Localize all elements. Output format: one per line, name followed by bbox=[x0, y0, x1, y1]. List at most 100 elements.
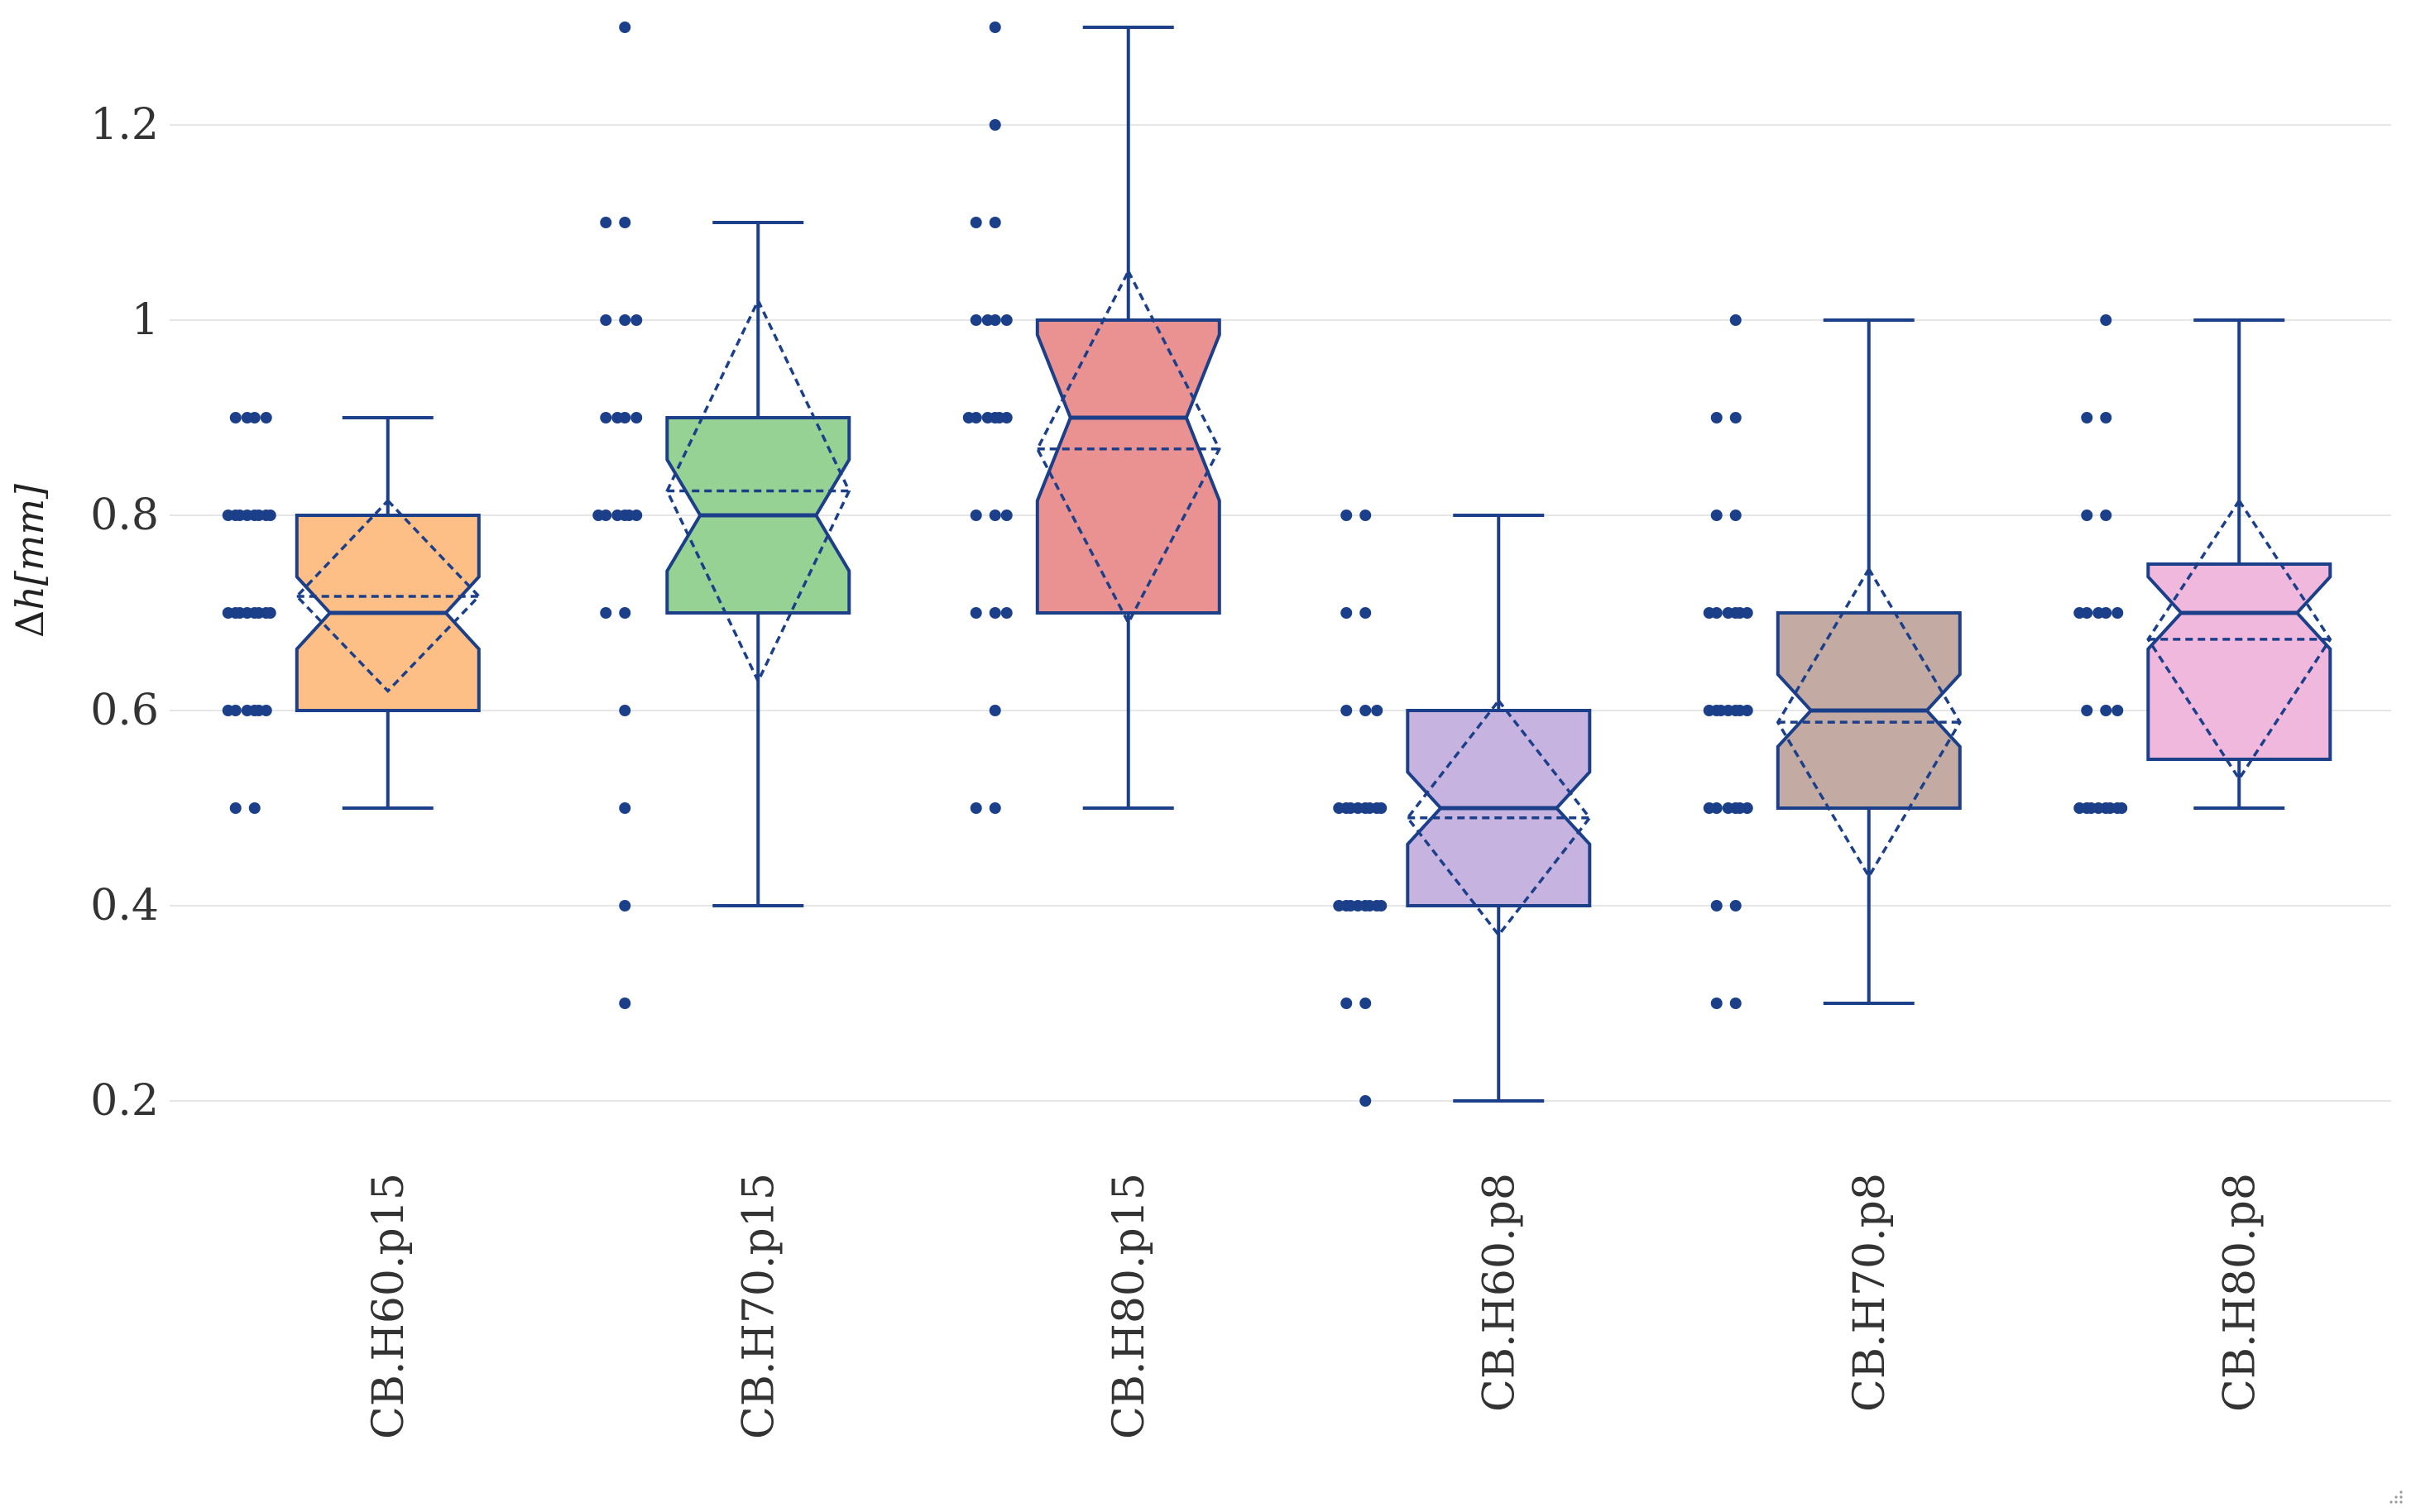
box-body bbox=[1035, 318, 1221, 615]
data-point bbox=[1345, 802, 1357, 814]
data-point bbox=[981, 314, 994, 326]
x-tick-label: CB.H60.p8 bbox=[1474, 1173, 1524, 1412]
data-point bbox=[989, 510, 1001, 521]
data-point bbox=[252, 607, 265, 619]
data-point bbox=[619, 900, 631, 912]
data-point bbox=[1710, 412, 1723, 423]
data-point bbox=[989, 217, 1001, 228]
data-point bbox=[970, 314, 982, 326]
data-point bbox=[1733, 705, 1746, 716]
data-point bbox=[1710, 900, 1723, 912]
sd-diamond bbox=[1035, 268, 1221, 626]
data-point bbox=[989, 802, 1001, 814]
x-tick-label: CB.H60.p15 bbox=[364, 1173, 414, 1439]
data-point bbox=[1359, 607, 1372, 619]
box-CB.H70.p15 bbox=[665, 221, 851, 907]
data-point bbox=[1340, 607, 1353, 619]
data-point bbox=[229, 412, 242, 423]
data-point bbox=[630, 314, 643, 326]
box-CB.H60.p8 bbox=[1406, 514, 1592, 1103]
data-point bbox=[989, 607, 1001, 619]
data-point bbox=[970, 607, 982, 619]
data-point bbox=[2104, 802, 2116, 814]
data-point bbox=[2073, 802, 2086, 814]
data-point bbox=[1722, 802, 1734, 814]
data-point bbox=[1364, 900, 1376, 912]
gridlines bbox=[170, 124, 2391, 1102]
data-point bbox=[1729, 510, 1742, 521]
data-point bbox=[248, 802, 261, 814]
data-point bbox=[2100, 314, 2112, 326]
x-axis-labels: CB.H60.p15 CB.H70.p15 CB.H80.p15 CB.H60.p8 C… bbox=[364, 1173, 2265, 1439]
data-point bbox=[241, 412, 253, 423]
data-point bbox=[2081, 412, 2093, 423]
y-tick-label: 0.6 bbox=[90, 686, 159, 735]
data-point bbox=[252, 510, 265, 521]
data-point bbox=[970, 217, 982, 228]
data-point bbox=[1729, 412, 1742, 423]
data-point bbox=[600, 314, 612, 326]
data-point bbox=[1340, 510, 1353, 521]
data-point bbox=[623, 510, 635, 521]
box-CB.H60.p15 bbox=[295, 416, 482, 810]
data-point bbox=[1375, 802, 1388, 814]
data-points bbox=[222, 22, 2128, 1107]
data-point bbox=[1733, 607, 1746, 619]
data-point bbox=[1333, 802, 1345, 814]
data-point bbox=[619, 22, 631, 33]
data-point bbox=[611, 412, 624, 423]
data-point bbox=[2081, 510, 2093, 521]
data-point bbox=[989, 22, 1001, 33]
y-tick-label: 1.2 bbox=[90, 100, 159, 150]
data-point bbox=[222, 705, 234, 716]
data-point bbox=[2081, 705, 2093, 716]
x-tick-label: CB.H80.p15 bbox=[1105, 1173, 1154, 1439]
data-point bbox=[1364, 802, 1376, 814]
y-tick-label: 1 bbox=[132, 295, 159, 345]
data-point bbox=[1710, 998, 1723, 1009]
y-tick-label: 0.8 bbox=[90, 490, 159, 540]
data-point bbox=[2073, 607, 2086, 619]
data-point bbox=[241, 705, 253, 716]
data-point bbox=[2100, 510, 2112, 521]
data-point bbox=[260, 412, 272, 423]
x-tick-label: CB.H70.p8 bbox=[1845, 1173, 1895, 1412]
data-point bbox=[611, 510, 624, 521]
data-point bbox=[1722, 607, 1734, 619]
data-point bbox=[222, 510, 234, 521]
data-point bbox=[1000, 607, 1013, 619]
data-point bbox=[1375, 900, 1388, 912]
data-point bbox=[993, 412, 1005, 423]
data-point bbox=[1359, 510, 1372, 521]
data-point bbox=[592, 510, 605, 521]
data-point bbox=[1345, 900, 1357, 912]
data-point bbox=[1359, 1095, 1372, 1107]
data-point bbox=[1371, 705, 1383, 716]
data-point bbox=[2111, 607, 2124, 619]
data-point bbox=[970, 510, 982, 521]
data-point bbox=[252, 705, 265, 716]
data-point bbox=[233, 510, 246, 521]
y-tick-label: 0.4 bbox=[90, 881, 159, 931]
data-point bbox=[222, 607, 234, 619]
data-point bbox=[600, 412, 612, 423]
data-point bbox=[233, 607, 246, 619]
data-point bbox=[1359, 998, 1372, 1009]
data-point bbox=[1703, 607, 1715, 619]
data-point bbox=[989, 705, 1001, 716]
data-point bbox=[1729, 900, 1742, 912]
data-point bbox=[1729, 998, 1742, 1009]
data-point bbox=[1733, 802, 1746, 814]
data-point bbox=[619, 802, 631, 814]
resize-grip-icon[interactable] bbox=[2386, 1487, 2404, 1505]
data-point bbox=[981, 412, 994, 423]
y-axis-title: Δh[mm] bbox=[7, 484, 52, 638]
x-tick-label: CB.H70.p15 bbox=[734, 1173, 784, 1439]
data-point bbox=[2116, 802, 2128, 814]
box-CB.H80.p8 bbox=[2146, 318, 2332, 810]
data-point bbox=[1333, 900, 1345, 912]
data-point bbox=[2100, 412, 2112, 423]
y-tick-label: 0.2 bbox=[90, 1076, 159, 1126]
box-CB.H70.p8 bbox=[1776, 318, 1962, 1005]
data-point bbox=[1703, 705, 1715, 716]
